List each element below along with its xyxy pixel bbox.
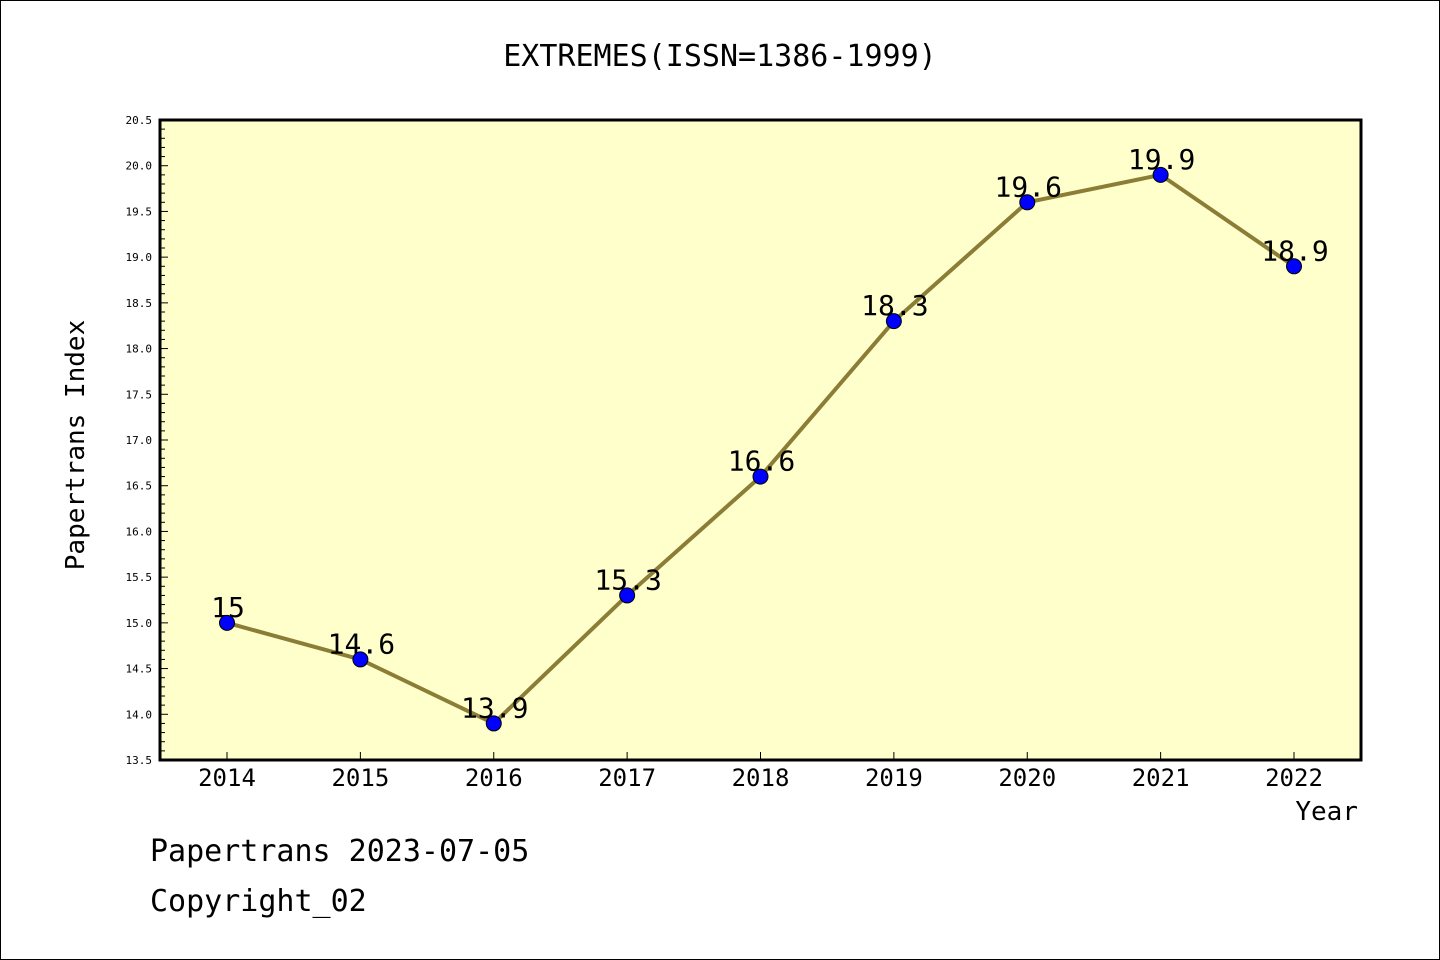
y-tick-label: 18.5 xyxy=(126,297,153,310)
y-tick-label: 20.5 xyxy=(126,114,153,127)
x-tick-label: 2021 xyxy=(1132,764,1190,792)
x-tick-label: 2020 xyxy=(998,764,1056,792)
y-tick-label: 14.5 xyxy=(126,663,153,676)
y-tick-label: 17.0 xyxy=(126,434,153,447)
chart-title: EXTREMES(ISSN=1386-1999) xyxy=(503,39,936,74)
data-point xyxy=(352,651,369,668)
y-tick-label: 16.0 xyxy=(126,525,153,538)
x-axis: 2014 2015 2016 2017 2018 2019 2020 2021 2022 xyxy=(198,752,1323,792)
y-tick-label: 14.0 xyxy=(126,708,153,721)
data-point xyxy=(752,468,769,485)
y-tick-label: 19.0 xyxy=(126,251,153,264)
data-point xyxy=(1019,194,1036,211)
x-tick-label: 2018 xyxy=(732,764,790,792)
footer-copyright: Copyright_02 xyxy=(150,884,367,919)
data-point xyxy=(485,715,502,732)
data-point xyxy=(1152,166,1169,183)
plot-area xyxy=(158,118,1363,762)
x-tick-label: 2015 xyxy=(331,764,389,792)
y-tick-label: 17.5 xyxy=(126,388,153,401)
x-tick-label: 2019 xyxy=(865,764,923,792)
x-tick-label: 2017 xyxy=(598,764,656,792)
y-tick-label: 13.5 xyxy=(126,754,153,767)
y-tick-label: 16.5 xyxy=(126,480,153,493)
x-tick-label: 2014 xyxy=(198,764,256,792)
y-axis-label: Papertrans Index xyxy=(61,320,91,570)
data-point xyxy=(1286,258,1302,275)
y-axis: 13.5 14.0 14.5 15.0 15.5 16.0 16.5 17.0 17.5 18.0… xyxy=(126,114,168,767)
y-tick-label: 20.0 xyxy=(126,160,153,173)
x-axis-label: Year xyxy=(1295,797,1358,827)
x-tick-label: 2022 xyxy=(1265,764,1323,792)
y-tick-label: 19.5 xyxy=(126,205,153,218)
data-point xyxy=(885,313,902,330)
y-tick-label: 15.5 xyxy=(126,571,153,584)
x-tick-label: 2016 xyxy=(465,764,523,792)
data-point xyxy=(619,587,636,604)
y-tick-label: 15.0 xyxy=(126,617,153,630)
y-tick-label: 18.0 xyxy=(126,343,153,356)
data-point xyxy=(219,614,235,631)
footer-date: Papertrans 2023-07-05 xyxy=(150,834,530,869)
